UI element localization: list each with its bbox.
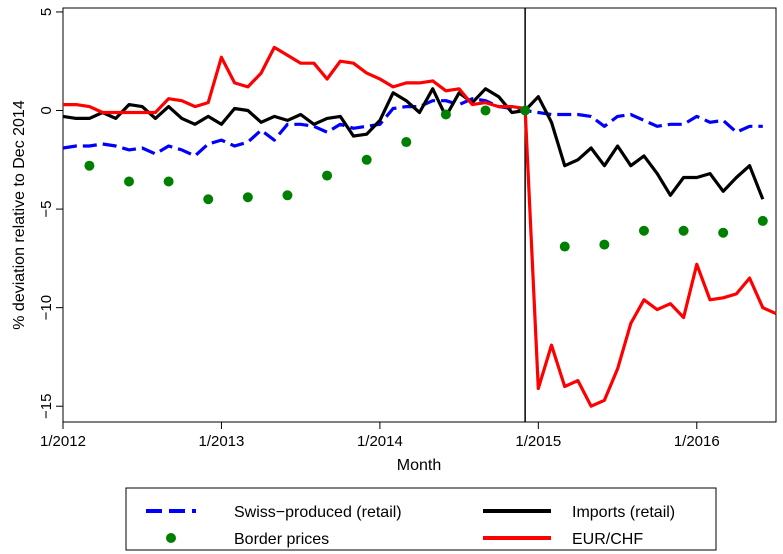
data-point-border-prices	[163, 176, 174, 187]
data-point-border-prices	[757, 215, 768, 226]
y-axis-title: % deviation relative to Dec 2014	[11, 100, 28, 330]
data-point-border-prices	[84, 160, 95, 171]
data-point-border-prices	[282, 190, 293, 201]
data-point-border-prices	[678, 225, 689, 236]
x-tick-label: 1/2014	[357, 433, 403, 450]
y-tick-label: −15	[38, 394, 55, 419]
plot-frame	[62, 7, 777, 423]
y-axis: 5 0 −5 −10 −15	[38, 8, 63, 419]
x-axis: 1/2012 1/2013 1/2014 1/2015 1/2016	[40, 422, 720, 450]
series-group	[62, 45, 777, 408]
y-tick-label: −10	[38, 295, 55, 320]
data-point-border-prices	[401, 137, 412, 148]
x-tick-label: 1/2013	[198, 433, 244, 450]
data-point-border-prices	[242, 192, 253, 203]
data-point-border-prices	[718, 227, 729, 238]
y-tick-label: 0	[38, 106, 55, 114]
x-tick-label: 1/2012	[40, 433, 86, 450]
data-point-border-prices	[559, 241, 570, 252]
series-line-eur-chf	[63, 45, 777, 408]
data-point-border-prices	[203, 194, 214, 205]
legend-label-imports: Imports (retail)	[572, 504, 675, 521]
x-axis-title: Month	[397, 457, 441, 474]
data-point-border-prices	[520, 105, 531, 116]
data-point-border-prices	[638, 225, 649, 236]
data-point-border-prices	[361, 154, 372, 165]
legend-label-swiss-produced: Swiss−produced (retail)	[234, 504, 402, 521]
x-tick-label: 1/2016	[674, 433, 720, 450]
legend-box	[125, 487, 717, 551]
legend-label-border-prices: Border prices	[234, 531, 329, 548]
data-point-border-prices	[480, 105, 491, 116]
data-point-border-prices	[322, 170, 333, 181]
legend-label-eur-chf: EUR/CHF	[572, 531, 643, 548]
data-point-border-prices	[440, 109, 451, 120]
y-tick-label: 5	[38, 8, 55, 16]
legend: Swiss−produced (retail) Imports (retail)…	[125, 487, 717, 551]
data-point-border-prices	[124, 176, 135, 187]
data-point-border-prices	[599, 239, 610, 250]
x-tick-label: 1/2015	[515, 433, 561, 450]
y-tick-label: −5	[38, 201, 55, 218]
series-line-imports-retail	[62, 87, 765, 200]
legend-swatch-border-prices	[166, 533, 176, 543]
